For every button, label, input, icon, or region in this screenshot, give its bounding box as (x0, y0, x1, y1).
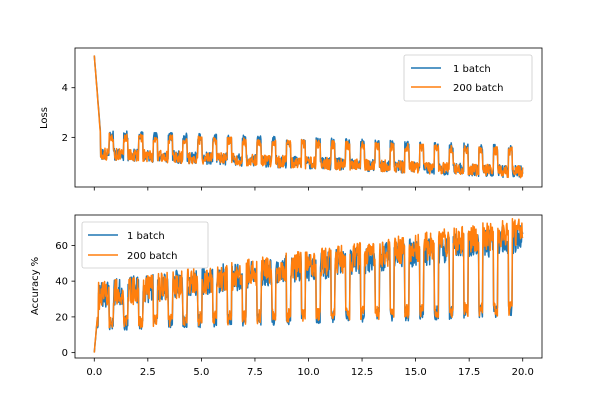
accuracy-ylabel: Accuracy % (30, 257, 41, 315)
legend-label-1-batch: 1 batch (453, 64, 491, 75)
y-tick-label: 60 (55, 241, 68, 252)
x-tick-label: 15.0 (404, 367, 426, 378)
loss-plot: 2 4 Loss 1 batch 200 batch (39, 47, 543, 191)
x-tick-label: 17.5 (458, 367, 480, 378)
x-tick-label: 2.5 (140, 367, 156, 378)
legend-label-200-batch: 200 batch (453, 83, 504, 94)
y-tick-label: 4 (62, 83, 68, 94)
legend-label-200-batch: 200 batch (127, 251, 178, 262)
x-tick-label: 20.0 (512, 367, 534, 378)
x-tick-label: 7.5 (247, 367, 263, 378)
accuracy-legend: 1 batch 200 batch (81, 221, 209, 269)
accuracy-plot: 0.0 2.5 5.0 7.5 10.0 12.5 15.0 17.5 20.00204060 … (30, 214, 543, 378)
x-tick-label: 12.5 (351, 367, 373, 378)
loss-ylabel: Loss (39, 107, 50, 129)
y-tick-label: 40 (55, 277, 68, 288)
legend-label-1-batch: 1 batch (127, 231, 165, 242)
y-tick-label: 2 (62, 133, 68, 144)
series-line-200-batch (93, 55, 524, 179)
loss-legend: 1 batch 200 batch (403, 54, 533, 102)
x-tick-label: 5.0 (193, 367, 209, 378)
y-tick-label: 20 (55, 312, 68, 323)
x-tick-label: 10.0 (297, 367, 319, 378)
x-tick-label: 0.0 (86, 367, 102, 378)
series-line-200-batch (93, 217, 524, 353)
y-tick-label: 0 (62, 348, 68, 359)
